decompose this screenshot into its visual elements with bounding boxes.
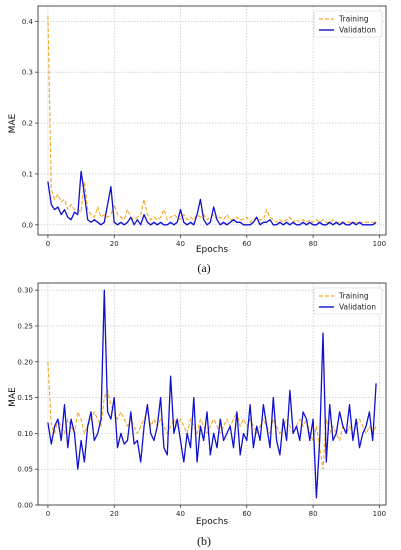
y-tick-label: 0.00: [17, 502, 33, 510]
y-axis-label: MAE: [8, 387, 18, 407]
x-tick-label: 80: [309, 510, 318, 518]
legend-label-validation: Validation: [339, 303, 376, 312]
x-tick-label: 40: [176, 240, 185, 248]
chart-b: 0 20 40 60 80 100 0.00 0.05 0.10 0.15 0.20 0.25 0.30…: [8, 282, 387, 548]
chart-a: 0 20 40 60 80 100 0.0 0.1 0.2 0.3 0.4 Epochs MAE Trai…: [8, 5, 387, 275]
panel-caption: (a): [197, 261, 210, 275]
legend-label-training: Training: [338, 292, 369, 301]
x-tick-label: 60: [242, 510, 251, 518]
panel-caption: (b): [197, 534, 211, 548]
y-tick-label: 0.25: [17, 322, 33, 330]
legend-label-validation: Validation: [339, 26, 376, 35]
y-tick-label: 0.05: [17, 466, 33, 474]
y-tick-label: 0.30: [17, 287, 33, 295]
plot-frame: [37, 5, 387, 236]
y-axis-label: MAE: [8, 113, 18, 133]
y-tick-label: 0.0: [22, 221, 33, 229]
legend-label-training: Training: [338, 15, 369, 24]
x-axis-label: Epochs: [196, 517, 229, 527]
x-tick-label: 0: [46, 510, 50, 518]
x-tick-label: 80: [309, 240, 318, 248]
x-tick-label: 100: [373, 510, 386, 518]
series-line-validation: [47, 170, 377, 226]
y-tick-label: 0.20: [17, 358, 33, 366]
x-tick-label: 40: [176, 510, 185, 518]
y-tick-label: 0.3: [22, 69, 33, 77]
y-tick-label: 0.2: [22, 120, 33, 128]
plot-frame: [37, 282, 387, 506]
y-tick-label: 0.1: [22, 170, 33, 178]
series-line-validation: [47, 289, 377, 499]
x-tick-label: 100: [373, 240, 386, 248]
x-axis-label: Epochs: [196, 245, 229, 255]
x-tick-label: 20: [110, 240, 119, 248]
y-tick-label: 0.10: [17, 430, 33, 438]
y-tick-label: 0.4: [22, 18, 34, 26]
x-tick-label: 0: [46, 240, 50, 248]
series-line-training: [47, 361, 377, 470]
x-tick-label: 20: [110, 510, 119, 518]
x-tick-label: 60: [242, 240, 251, 248]
series-line-training: [47, 16, 377, 223]
y-tick-label: 0.15: [17, 394, 33, 402]
